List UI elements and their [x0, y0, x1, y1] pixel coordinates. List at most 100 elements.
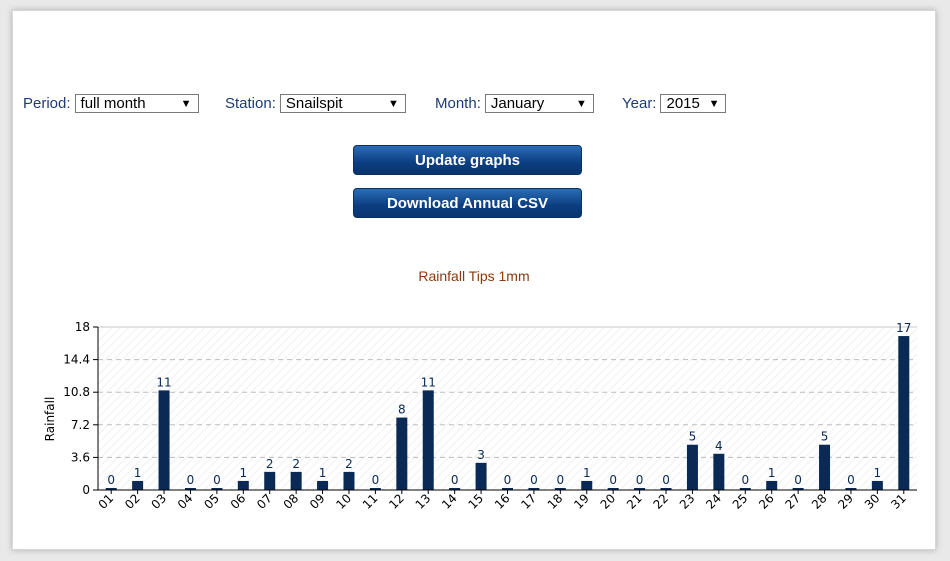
chevron-down-icon: ▼	[708, 97, 720, 110]
x-tick-label: 29	[835, 491, 856, 512]
data-label: 0	[557, 473, 565, 487]
bar	[634, 488, 646, 490]
month-select-value: January	[490, 94, 545, 112]
x-tick-label: 21	[624, 491, 645, 512]
bar	[396, 417, 408, 490]
data-label: 11	[421, 375, 436, 389]
data-label: 0	[662, 473, 670, 487]
x-tick-label: 22	[650, 491, 671, 512]
download-csv-button[interactable]: Download Annual CSV	[353, 188, 582, 218]
update-graphs-button[interactable]: Update graphs	[353, 145, 582, 175]
x-tick-label: 12	[386, 491, 407, 512]
x-tick-label: 23	[677, 491, 698, 512]
data-label: 0	[609, 473, 617, 487]
chart-title: Rainfall Tips 1mm	[418, 268, 530, 284]
x-tick-label: 11	[360, 491, 381, 512]
bar	[871, 480, 883, 490]
data-label: 0	[213, 473, 221, 487]
chevron-down-icon: ▼	[387, 97, 399, 110]
data-label: 5	[821, 430, 829, 444]
main-panel: Period: full month ▼ Station: Snailspit …	[12, 10, 936, 550]
y-tick-label: 0	[82, 483, 90, 497]
station-select-value: Snailspit	[285, 94, 343, 112]
x-tick-label: 02	[122, 491, 143, 512]
x-tick-label: 28	[809, 491, 830, 512]
data-label: 2	[345, 457, 353, 471]
x-tick-label: 19	[571, 491, 592, 512]
bar	[264, 471, 276, 490]
x-tick-label: 08	[281, 491, 302, 512]
data-label: 1	[239, 466, 247, 480]
data-label: 0	[636, 473, 644, 487]
year-select-value: 2015	[666, 94, 700, 112]
x-tick-label: 25	[730, 491, 751, 512]
chevron-down-icon: ▼	[575, 97, 587, 110]
station-select[interactable]: Snailspit ▼	[279, 93, 406, 113]
bar	[184, 488, 196, 490]
month-label: Month:	[435, 94, 481, 112]
bar	[132, 480, 144, 490]
data-label: 5	[689, 430, 697, 444]
x-tick-label: 15	[465, 491, 486, 512]
y-tick-label: 7.2	[71, 418, 90, 432]
data-label: 2	[266, 457, 274, 471]
x-tick-label: 31	[888, 491, 909, 512]
data-label: 0	[741, 473, 749, 487]
y-axis: 0 3.6 7.2 10.8 14.4 18	[63, 320, 99, 497]
y-tick-label: 10.8	[63, 385, 90, 399]
bar	[290, 471, 302, 490]
bar	[317, 480, 329, 490]
month-control: Month: January ▼	[435, 92, 594, 114]
x-tick-label: 05	[201, 491, 222, 512]
bar	[237, 480, 249, 490]
data-label: 2	[292, 457, 300, 471]
data-label: 0	[530, 473, 538, 487]
filter-controls: Period: full month ▼ Station: Snailspit …	[23, 92, 923, 116]
data-label: 8	[398, 403, 406, 417]
bar	[528, 488, 540, 490]
bar	[792, 488, 804, 490]
x-tick-label: 10	[333, 491, 354, 512]
y-tick-label: 14.4	[63, 353, 90, 367]
bar	[343, 471, 355, 490]
bar	[686, 444, 698, 490]
data-label: 17	[896, 321, 911, 335]
bar	[158, 390, 170, 490]
y-tick-label: 3.6	[71, 450, 90, 464]
station-label: Station:	[225, 94, 276, 112]
data-label: 0	[847, 473, 855, 487]
x-tick-label: 06	[228, 491, 249, 512]
year-select[interactable]: 2015 ▼	[660, 93, 727, 113]
year-control: Year: 2015 ▼	[622, 92, 727, 114]
y-axis-label: Rainfall	[43, 397, 57, 442]
bar	[713, 453, 725, 490]
bar	[845, 488, 857, 490]
bar	[766, 480, 778, 490]
data-label: 0	[372, 473, 380, 487]
bar	[739, 488, 751, 490]
data-label: 0	[504, 473, 512, 487]
data-label: 0	[794, 473, 802, 487]
period-select[interactable]: full month ▼	[74, 93, 199, 113]
x-tick-label: 27	[783, 491, 804, 512]
x-tick-label: 18	[545, 491, 566, 512]
station-control: Station: Snailspit ▼	[225, 92, 406, 114]
x-axis: 01 02 03 04 05 06 07 08 09 10 11 12 13 14 15 16 17 18 19 20…	[96, 489, 917, 512]
year-label: Year:	[622, 94, 657, 112]
data-label: 1	[768, 466, 776, 480]
bar	[502, 488, 513, 490]
x-tick-label: 14	[439, 491, 460, 512]
bar	[105, 488, 117, 490]
x-tick-label: 04	[175, 491, 196, 512]
data-label: 0	[107, 473, 115, 487]
month-select[interactable]: January ▼	[484, 93, 594, 113]
data-label: 1	[319, 466, 327, 480]
bar	[898, 336, 910, 490]
bar	[369, 488, 381, 490]
data-label: 0	[187, 473, 195, 487]
period-select-value: full month	[80, 94, 146, 112]
bar	[819, 444, 831, 490]
bar	[475, 462, 487, 490]
y-tick-label: 18	[75, 320, 90, 334]
